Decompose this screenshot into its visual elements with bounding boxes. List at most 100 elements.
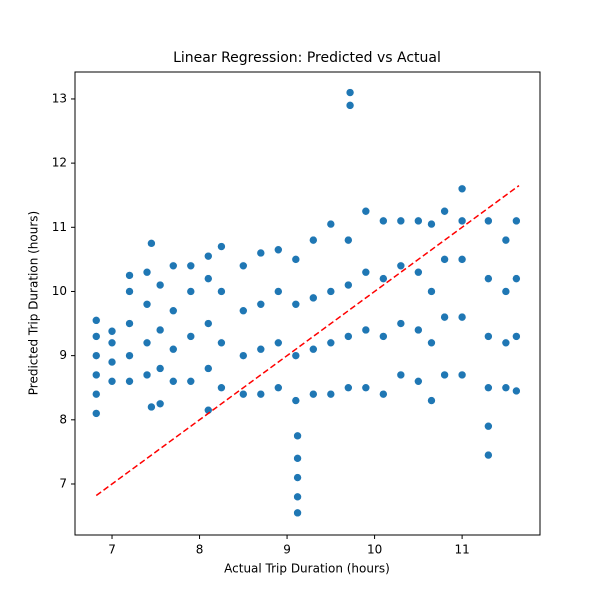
scatter-point bbox=[291, 300, 301, 309]
scatter-point bbox=[256, 248, 266, 258]
y-tick-label: 9 bbox=[59, 348, 67, 362]
scatter-point bbox=[501, 235, 511, 245]
scatter-point bbox=[91, 351, 101, 360]
scatter-point bbox=[484, 383, 493, 393]
scatter-point bbox=[239, 261, 248, 271]
scatter-point bbox=[168, 377, 178, 386]
scatter-point bbox=[91, 316, 101, 325]
chart-title: Linear Regression: Predicted vs Actual bbox=[173, 50, 441, 66]
scatter-point bbox=[512, 216, 521, 226]
scatter-point bbox=[326, 389, 336, 399]
scatter-point bbox=[440, 255, 449, 264]
scatter-point bbox=[326, 338, 336, 348]
scatter-point bbox=[344, 383, 353, 393]
x-tick-label: 9 bbox=[283, 543, 291, 557]
scatter-point bbox=[457, 216, 467, 226]
scatter-point bbox=[457, 255, 467, 264]
scatter-point bbox=[186, 287, 196, 296]
scatter-point bbox=[309, 344, 318, 354]
scatter-point bbox=[155, 280, 165, 290]
scatter-point bbox=[396, 370, 406, 380]
scatter-point bbox=[440, 312, 449, 322]
x-tick-label: 7 bbox=[108, 543, 116, 557]
scatter-point bbox=[379, 274, 388, 283]
scatter-point bbox=[125, 287, 134, 296]
scatter-point bbox=[125, 351, 134, 360]
y-axis-label: Predicted Trip Duration (hours) bbox=[27, 211, 41, 395]
scatter-point bbox=[293, 473, 302, 482]
scatter-point bbox=[142, 338, 152, 348]
scatter-point bbox=[203, 319, 213, 328]
scatter-point bbox=[147, 402, 156, 412]
scatter-point bbox=[344, 332, 353, 341]
scatter-point bbox=[239, 351, 248, 360]
scatter-point bbox=[379, 332, 388, 341]
scatter-point bbox=[256, 344, 266, 354]
scatter-point bbox=[427, 287, 436, 296]
scatter-point bbox=[91, 332, 101, 341]
x-tick-label: 8 bbox=[196, 543, 204, 557]
x-tick-label: 11 bbox=[454, 543, 469, 557]
scatter-point bbox=[484, 274, 493, 283]
scatter-point bbox=[91, 370, 101, 380]
scatter-point bbox=[274, 245, 283, 255]
reference-line bbox=[95, 184, 520, 497]
scatter-point bbox=[107, 357, 117, 367]
scatter-point bbox=[501, 287, 511, 296]
scatter-point bbox=[168, 261, 178, 271]
scatter-point bbox=[142, 300, 152, 309]
scatter-point bbox=[512, 274, 521, 283]
scatter-point bbox=[291, 351, 301, 360]
scatter-point bbox=[293, 508, 302, 518]
scatter-point bbox=[326, 219, 336, 229]
scatter-point bbox=[345, 88, 355, 97]
scatter-point bbox=[361, 325, 371, 335]
scatter-point bbox=[484, 421, 493, 431]
scatter-point bbox=[274, 383, 283, 393]
scatter-point bbox=[309, 293, 318, 303]
scatter-point bbox=[440, 370, 449, 380]
scatter-point bbox=[414, 325, 423, 335]
scatter-point bbox=[309, 389, 318, 399]
scatter-point bbox=[501, 383, 511, 393]
scatter-point bbox=[379, 216, 388, 226]
scatter-point bbox=[91, 409, 101, 418]
scatter-point bbox=[396, 261, 406, 271]
y-tick-label: 8 bbox=[59, 412, 67, 426]
scatter-point bbox=[168, 344, 178, 354]
scatter-point bbox=[414, 267, 423, 277]
scatter-point bbox=[256, 389, 266, 399]
scatter-point bbox=[361, 267, 371, 277]
scatter-point bbox=[414, 377, 423, 386]
scatter-point bbox=[361, 206, 371, 216]
scatter-point bbox=[217, 242, 226, 251]
x-tick-label: 10 bbox=[367, 543, 382, 557]
scatter-point bbox=[168, 306, 178, 316]
scatter-point bbox=[203, 364, 213, 373]
scatter-point bbox=[345, 101, 355, 110]
scatter-point bbox=[147, 239, 156, 248]
scatter-point bbox=[125, 319, 134, 328]
scatter-point bbox=[91, 389, 101, 399]
scatter-point bbox=[256, 300, 266, 309]
scatter-point bbox=[155, 399, 165, 409]
y-tick-label: 13 bbox=[52, 91, 67, 105]
plot-frame bbox=[74, 71, 541, 536]
y-tick-label: 11 bbox=[52, 220, 67, 234]
scatter-point bbox=[457, 312, 467, 322]
scatter-point bbox=[427, 396, 436, 405]
scatter-point bbox=[501, 338, 511, 348]
scatter-point bbox=[142, 370, 152, 380]
scatter-point bbox=[186, 261, 196, 271]
scatter-point bbox=[457, 184, 467, 194]
scatter-point bbox=[379, 389, 388, 399]
scatter-point bbox=[427, 338, 436, 348]
scatter-point bbox=[293, 454, 302, 463]
scatter-point bbox=[427, 219, 436, 229]
scatter-point bbox=[217, 338, 226, 348]
scatter-point bbox=[293, 492, 302, 502]
scatter-point bbox=[155, 364, 165, 373]
x-axis-label: Actual Trip Duration (hours) bbox=[224, 562, 390, 576]
scatter-point bbox=[484, 450, 493, 460]
